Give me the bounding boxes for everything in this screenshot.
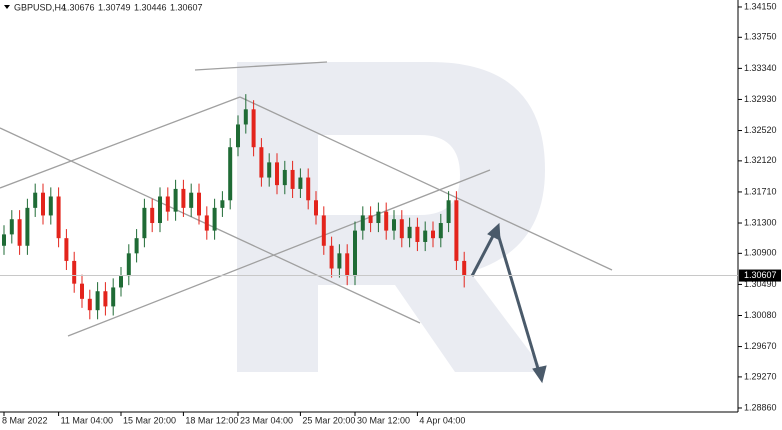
x-tick-label: 30 Mar 12:00 <box>357 415 410 425</box>
candle-body <box>158 196 162 224</box>
candle-body <box>345 253 350 277</box>
candle-body <box>267 162 272 178</box>
x-tick-label: 4 Apr 04:00 <box>419 415 465 425</box>
y-tick-label: 1.32120 <box>744 155 777 165</box>
plot-area <box>2 94 467 320</box>
candle-body <box>72 260 77 284</box>
candle-body <box>41 192 45 216</box>
candle-body <box>384 211 389 231</box>
x-tick-label: 8 Mar 2022 <box>2 415 48 425</box>
x-tick-label: 23 Mar 04:00 <box>240 415 293 425</box>
candle-body <box>243 109 248 125</box>
candle-body <box>197 192 201 216</box>
candle-body <box>134 238 139 254</box>
y-tick-label: 1.34150 <box>744 1 777 11</box>
candle-body <box>181 188 186 208</box>
x-tick-label: 11 Mar 04:00 <box>61 415 113 425</box>
candle-body <box>111 287 116 307</box>
candle-body <box>204 215 209 231</box>
candle-body <box>119 276 123 288</box>
candle-body <box>392 219 396 231</box>
candle-body <box>189 192 194 208</box>
candle-body <box>298 177 303 189</box>
x-tick-label: 18 Mar 12:00 <box>185 415 238 425</box>
candle-body <box>446 200 451 224</box>
forecast-arrows <box>470 222 547 384</box>
candle-body <box>228 147 233 201</box>
y-tick-label: 1.33750 <box>744 32 777 42</box>
y-tick-label: 1.29270 <box>744 371 777 381</box>
candle-body <box>259 147 264 178</box>
candle-body <box>407 226 412 239</box>
watermark <box>237 62 545 372</box>
candle-body <box>353 230 357 277</box>
candle-body <box>33 192 38 208</box>
y-tick-label: 1.32520 <box>744 125 777 135</box>
candle-body <box>431 230 435 239</box>
header-value: 1.30676 <box>62 2 95 12</box>
y-tick-label: 1.30490 <box>744 279 777 289</box>
y-tick-label: 1.31300 <box>744 217 777 227</box>
candle-body <box>360 215 365 231</box>
x-tick-label: 15 Mar 20:00 <box>123 415 176 425</box>
candle-body <box>17 219 22 246</box>
candle-body <box>95 291 100 311</box>
candle-body <box>87 298 92 311</box>
candle-body <box>275 162 279 186</box>
candle-body <box>423 230 428 242</box>
x-tick-label: 25 Mar 20:00 <box>302 415 355 425</box>
header-value: 1.30749 <box>98 2 131 12</box>
candle-body <box>80 283 84 299</box>
current-price-box <box>739 269 781 282</box>
trend-lines <box>0 61 613 337</box>
candle-body <box>321 215 326 246</box>
candle-body <box>64 238 69 261</box>
candle-body <box>220 200 225 208</box>
candle-body <box>103 291 108 307</box>
y-tick-label: 1.31710 <box>744 186 777 196</box>
candle-body <box>150 207 155 224</box>
candle-body <box>462 260 467 276</box>
candle-body <box>399 219 404 239</box>
candle-body <box>415 226 420 242</box>
candle-body <box>25 207 30 246</box>
candle-body <box>454 200 459 261</box>
candle-body <box>290 169 295 189</box>
menu-icon[interactable] <box>4 5 10 9</box>
candle-body <box>337 253 342 269</box>
candle-body <box>251 109 256 148</box>
candle-body <box>2 234 6 246</box>
candle-body <box>165 196 170 212</box>
candle-body <box>438 223 443 239</box>
symbol-title: GBPUSD,H4 <box>14 2 66 12</box>
candle-body <box>282 169 287 186</box>
candle-body <box>314 200 318 216</box>
header-value: 1.30607 <box>170 2 203 12</box>
candle-body <box>126 253 131 277</box>
candle-body <box>9 219 14 235</box>
header-value: 1.30446 <box>134 2 167 12</box>
y-tick-label: 1.32930 <box>744 94 777 104</box>
candle-body <box>212 207 217 231</box>
candle-body <box>368 215 373 224</box>
candle-body <box>376 211 381 224</box>
y-tick-label: 1.30080 <box>744 310 777 320</box>
current-price-label: 1.30607 <box>744 270 777 280</box>
candle-body <box>306 177 311 201</box>
candle-body <box>142 207 147 239</box>
candle-body <box>56 196 61 239</box>
candle-body <box>48 196 53 216</box>
y-tick-label: 1.29670 <box>744 341 777 351</box>
y-tick-label: 1.30900 <box>744 248 777 258</box>
candle-body <box>173 188 178 212</box>
candle-body <box>236 124 240 148</box>
y-tick-label: 1.28860 <box>744 402 777 412</box>
y-tick-label: 1.33340 <box>744 63 777 73</box>
candle-body <box>329 245 334 269</box>
